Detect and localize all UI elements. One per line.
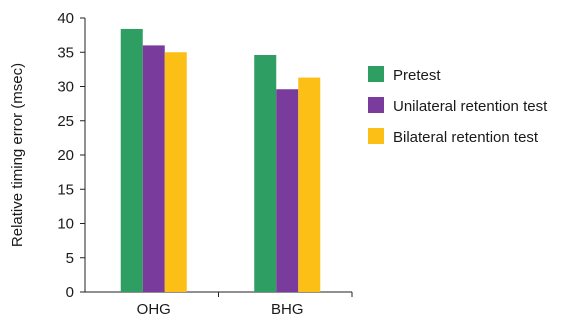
bar-ohg-2 [142, 45, 165, 293]
y-axis-title: Relative timing error (msec) [9, 63, 26, 247]
y-ticks: 0 5 10 15 20 25 30 35 40 [57, 10, 85, 301]
y-tick-label: 5 [66, 250, 74, 267]
y-tick-label: 20 [57, 147, 74, 164]
y-axis: 0 5 10 15 20 25 30 35 40 [57, 10, 86, 301]
legend-label: Unilateral retention test [393, 98, 548, 115]
y-tick-label: 35 [57, 44, 74, 61]
legend-swatch [368, 97, 384, 113]
legend: Pretest Unilateral retention test Bilatera… [368, 66, 548, 146]
x-axis: OHG BHG [85, 291, 353, 318]
y-tick-label: 25 [57, 113, 74, 130]
x-category-label: OHG [137, 301, 171, 318]
x-category-label: BHG [271, 301, 304, 318]
legend-swatch [368, 128, 384, 144]
y-tick-label: 40 [57, 10, 74, 27]
x-labels: OHG BHG [137, 292, 353, 318]
y-tick-label: 15 [57, 181, 74, 198]
bar-bhg-1 [254, 54, 277, 292]
y-tick-label: 0 [66, 284, 74, 301]
legend-label: Pretest [393, 67, 441, 84]
legend-label: Bilateral retention test [393, 129, 539, 146]
bars [120, 28, 321, 293]
y-tick-label: 10 [57, 216, 74, 233]
bar-bhg-3 [298, 77, 321, 292]
y-tick-label: 30 [57, 79, 74, 96]
bar-ohg-3 [164, 52, 187, 292]
legend-swatch [368, 66, 384, 82]
bar-ohg-1 [120, 28, 143, 293]
bar-bhg-2 [276, 89, 299, 293]
